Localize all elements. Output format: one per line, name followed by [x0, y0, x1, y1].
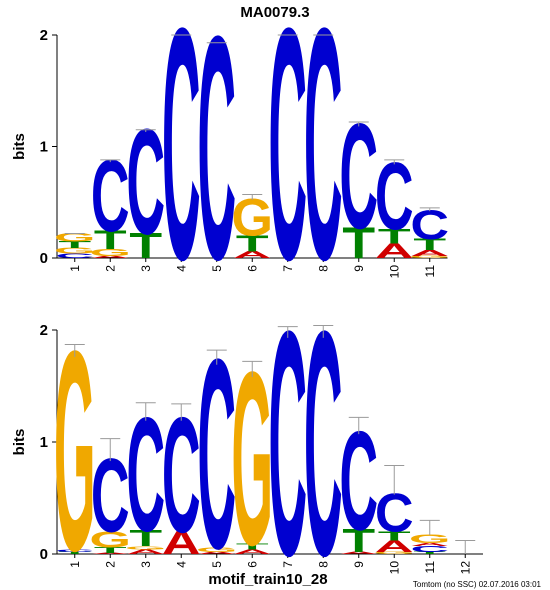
logo-letter-g: G: [196, 546, 238, 553]
logo-letter-c: C: [55, 549, 94, 553]
logo-letter-g: G: [89, 526, 131, 552]
logo-letter-t: T: [129, 225, 162, 265]
logo-letter-c: C: [268, 264, 307, 590]
logo-letter-a: A: [126, 548, 165, 555]
position-label: 5: [210, 561, 224, 568]
footer-note: Tomtom (no SSC) 02.07.2016 03:01: [413, 580, 542, 589]
logo-letter-a: A: [91, 553, 130, 555]
logo-letter-a: A: [410, 542, 449, 547]
logo-letter-c: C: [55, 252, 94, 259]
y-tick-label: 1: [40, 434, 48, 451]
position-label: 11: [423, 265, 437, 278]
logo-letter-t: T: [378, 529, 411, 544]
logo-letter-t: T: [342, 218, 375, 268]
logo-letter-g: G: [125, 545, 167, 550]
position-label: 11: [423, 561, 437, 574]
position-label: 6: [245, 561, 259, 568]
logo-letter-a: A: [197, 551, 236, 555]
logo-letter-g: G: [54, 231, 96, 244]
logo-letter-g: G: [231, 320, 273, 590]
position-label: 2: [103, 561, 117, 568]
logo-letter-c: C: [162, 0, 201, 329]
logo-letter-t: T: [236, 542, 269, 551]
position-label: 9: [352, 561, 366, 568]
position-label: 3: [139, 265, 153, 272]
position-label: 10: [387, 561, 401, 575]
logo-letter-t: T: [342, 523, 375, 559]
y-axis-label: bits: [11, 133, 28, 160]
logo-letter-t: T: [378, 224, 411, 248]
chart-title: MA0079.3: [240, 4, 309, 21]
logo-letter-t: T: [413, 236, 446, 254]
logo-letter-g: G: [54, 246, 96, 255]
logo-letter-g: G: [373, 551, 415, 555]
logo-letter-a: A: [375, 537, 414, 555]
logo-letter-g: G: [89, 247, 131, 258]
y-axis-label: bits: [11, 429, 28, 456]
y-tick-label: 2: [40, 322, 48, 339]
logo-letter-a: A: [410, 248, 449, 257]
position-label: 7: [281, 561, 295, 568]
logo-letter-t: T: [236, 231, 269, 257]
logo-letter-c: C: [304, 264, 343, 590]
logo-letter-c: C: [197, 305, 236, 590]
position-label: 7: [281, 265, 295, 272]
position-label: 2: [103, 265, 117, 272]
logo-letter-c: C: [91, 140, 130, 254]
logo-letter-t: T: [413, 551, 446, 555]
y-tick-label: 0: [40, 250, 48, 267]
x-axis-label: motif_train10_28: [208, 571, 327, 588]
logo-letter-a: A: [233, 249, 272, 260]
position-label: 8: [316, 561, 330, 568]
position-label: 4: [174, 561, 188, 568]
logo-letter-c: C: [410, 544, 449, 553]
position-label: 8: [316, 265, 330, 272]
logo-letter-a: A: [162, 525, 201, 561]
logo-letter-a: A: [91, 255, 130, 259]
position-label: 10: [387, 265, 401, 279]
logo-letter-t: T: [58, 551, 91, 555]
logo-letter-c: C: [197, 0, 236, 326]
position-label: 5: [210, 265, 224, 272]
position-label: 6: [245, 265, 259, 272]
position-label: 1: [68, 561, 82, 568]
position-label: 12: [458, 561, 472, 575]
logo-letter-g: G: [409, 533, 451, 546]
logo-letter-a: A: [375, 239, 414, 263]
logo-letter-g: G: [54, 291, 96, 590]
logo-letter-a: A: [339, 551, 378, 555]
logo-letter-c: C: [126, 98, 165, 266]
position-label: 4: [174, 265, 188, 272]
logo-letter-c: C: [268, 0, 307, 329]
logo-letter-a: A: [233, 548, 272, 555]
logo-letter-c: C: [304, 0, 343, 329]
position-label: 9: [352, 265, 366, 272]
position-label: 1: [68, 265, 82, 272]
logo-letter-t: T: [129, 525, 162, 551]
logo-letter-t: T: [94, 546, 127, 555]
logo-letter-t: T: [94, 225, 127, 254]
logo-letter-c: C: [339, 92, 378, 260]
y-tick-label: 0: [40, 546, 48, 563]
y-tick-label: 1: [40, 139, 48, 156]
position-label: 3: [139, 561, 153, 568]
logo-letter-t: T: [58, 239, 91, 250]
logo-letter-g: G: [409, 255, 451, 259]
y-tick-label: 2: [40, 27, 48, 44]
